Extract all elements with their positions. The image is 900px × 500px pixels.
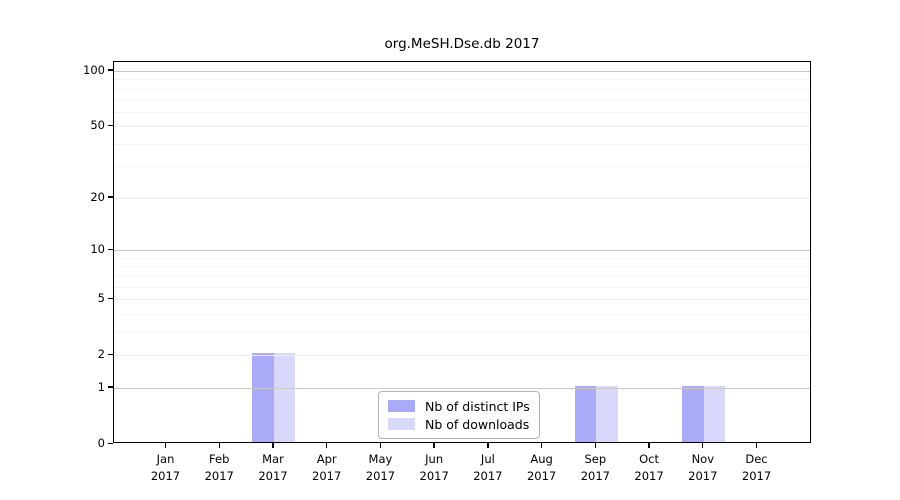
x-tick-label-year: 2017	[473, 468, 503, 483]
x-tick-label: Mar 2017	[241, 451, 305, 484]
x-tick-label-month: Apr	[316, 452, 337, 466]
x-tick-label-year: 2017	[312, 468, 342, 483]
y-tick-mark	[108, 353, 113, 356]
x-tick-label-year: 2017	[365, 468, 396, 483]
gridline	[114, 70, 810, 72]
x-tick-label-month: Sep	[584, 452, 607, 466]
y-tick-mark	[108, 386, 113, 388]
y-tick-label: 50	[90, 118, 105, 133]
gridline	[114, 299, 810, 301]
x-tick-label-month: Feb	[209, 452, 230, 466]
x-tick-label-month: Aug	[530, 452, 553, 466]
bar-downloads	[273, 353, 296, 442]
gridline	[114, 99, 810, 101]
gridline	[114, 79, 810, 81]
x-tick-mark	[755, 443, 758, 448]
gridline	[114, 166, 810, 168]
legend-label-downloads: Nb of downloads	[425, 416, 530, 432]
x-tick-mark	[325, 443, 328, 448]
gridline	[114, 387, 810, 389]
x-tick-label: Nov 2017	[671, 451, 735, 484]
legend-item-distinct-ips: Nb of distinct IPs	[388, 397, 530, 415]
x-tick-label-year: 2017	[634, 468, 664, 483]
x-tick-label: Jul 2017	[456, 451, 520, 484]
bar-downloads	[703, 385, 726, 442]
y-tick-mark	[108, 69, 113, 71]
x-tick-label-month: Jan	[156, 452, 175, 466]
gridline	[114, 197, 810, 199]
y-tick-label: 5	[97, 291, 105, 306]
x-tick-label-month: Jun	[425, 452, 444, 466]
x-tick-label-month: Jul	[480, 452, 495, 466]
y-tick-label: 1	[97, 379, 105, 394]
y-tick-label: 2	[97, 347, 105, 362]
x-tick-label-month: Mar	[262, 452, 284, 466]
x-tick-label: May 2017	[348, 451, 412, 484]
x-tick-label-year: 2017	[526, 468, 557, 483]
x-tick-label: Jun 2017	[402, 451, 466, 484]
gridline	[114, 313, 810, 315]
x-tick-mark	[487, 443, 489, 448]
x-tick-label-month: Oct	[639, 452, 659, 466]
x-tick-mark	[702, 443, 704, 448]
bar-distinct-ips	[574, 385, 597, 442]
x-tick-label-year: 2017	[419, 468, 449, 483]
x-tick-label: Sep 2017	[563, 451, 627, 484]
gridline	[114, 126, 810, 128]
y-tick-mark	[108, 248, 113, 251]
x-tick-label-year: 2017	[150, 468, 181, 483]
legend-item-downloads: Nb of downloads	[388, 415, 530, 433]
y-tick-label: 0	[97, 436, 105, 450]
gridline	[114, 250, 810, 252]
x-tick-label-year: 2017	[258, 468, 288, 483]
x-tick-mark	[379, 443, 382, 448]
gridline	[114, 257, 810, 259]
x-tick-label: Dec 2017	[725, 451, 789, 484]
legend: Nb of distinct IPs Nb of downloads	[378, 391, 540, 439]
legend-swatch-distinct-ips	[388, 400, 415, 412]
gridline	[114, 275, 810, 277]
x-tick-label: Feb 2017	[187, 451, 251, 484]
y-tick-mark	[108, 196, 113, 198]
x-tick-label: Oct 2017	[617, 451, 681, 484]
bar-distinct-ips	[682, 385, 704, 442]
y-tick-label: 20	[90, 189, 105, 204]
x-tick-mark	[540, 443, 543, 448]
x-tick-label-month: Dec	[745, 452, 768, 466]
x-tick-label-year: 2017	[741, 468, 772, 483]
gridline	[114, 143, 810, 145]
x-tick-label-year: 2017	[580, 468, 610, 483]
bar-downloads	[596, 385, 618, 442]
x-tick-mark	[218, 443, 220, 448]
x-tick-mark	[648, 443, 650, 448]
x-tick-mark	[594, 443, 597, 448]
x-tick-label-year: 2017	[204, 468, 234, 483]
plot-area	[113, 61, 811, 443]
legend-swatch-downloads	[388, 418, 415, 430]
gridline	[114, 286, 810, 288]
gridline	[114, 331, 810, 333]
x-tick-mark	[433, 443, 435, 448]
x-tick-mark	[272, 443, 274, 448]
chart-title: org.MeSH.Dse.db 2017	[384, 36, 540, 52]
gridline	[114, 266, 810, 268]
gridline	[114, 111, 810, 113]
legend-label-distinct-ips: Nb of distinct IPs	[425, 398, 530, 414]
y-tick-mark	[108, 124, 113, 127]
x-tick-label-month: May	[368, 452, 393, 466]
x-tick-label-year: 2017	[688, 468, 718, 483]
y-tick-label: 10	[90, 242, 105, 257]
x-tick-label: Apr 2017	[295, 451, 359, 484]
gridline	[114, 88, 810, 90]
x-tick-label: Jan 2017	[134, 451, 198, 484]
y-tick-mark	[108, 297, 113, 300]
x-tick-label-month: Nov	[691, 452, 715, 466]
x-tick-label: Aug 2017	[510, 451, 574, 484]
y-tick-mark	[108, 442, 113, 444]
gridline	[114, 355, 810, 357]
bar-distinct-ips	[252, 353, 274, 442]
y-tick-label: 100	[83, 62, 105, 77]
x-tick-mark	[164, 443, 167, 448]
